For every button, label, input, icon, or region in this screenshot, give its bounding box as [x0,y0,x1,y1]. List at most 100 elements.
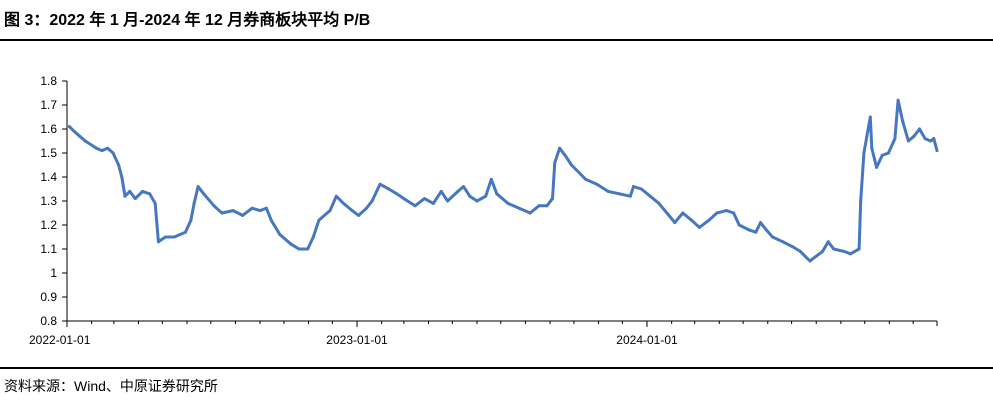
data-point [673,221,677,225]
data-point [250,206,254,210]
data-point [100,149,104,153]
data-point [935,149,939,153]
data-point [842,249,846,253]
data-point [350,209,354,213]
data-point [311,235,315,239]
data-point [764,228,768,232]
data-point [484,194,488,198]
data-point [628,194,632,198]
data-point [172,235,176,239]
y-tick-label: 1.4 [40,170,57,184]
data-point [551,197,554,201]
x-tick-label: 2024-01-01 [616,333,678,347]
data-point [117,163,121,167]
data-point [370,199,374,203]
y-tick-label: 1.3 [40,194,57,208]
data-point [183,230,187,234]
data-point [545,204,549,208]
data-point [932,137,936,141]
data-point [306,247,310,251]
x-tick-label: 2022-01-01 [29,333,91,347]
series-layer [67,98,939,263]
series-line [67,98,939,263]
data-point [862,151,866,155]
data-point [106,146,109,150]
data-point [715,211,719,215]
data-point [754,230,758,234]
data-point [558,146,562,150]
data-point [857,247,861,251]
data-point [617,192,621,196]
data-point [563,153,567,157]
data-point [737,223,741,227]
data-point [446,199,450,203]
data-point [475,199,479,203]
data-point [798,249,802,253]
data-point [859,199,863,203]
data-point [896,98,900,102]
data-point [141,189,144,193]
data-point [870,146,874,150]
y-tick-label: 1.5 [40,146,57,160]
data-point [78,134,82,138]
data-point [639,187,643,191]
data-point [297,247,301,251]
data-point [439,189,443,193]
data-point [111,151,115,155]
data-point [258,209,262,213]
data-point [875,165,879,169]
data-point [202,192,206,196]
data-point [189,218,193,222]
data-point [67,125,71,129]
data-point [456,189,460,193]
data-point [264,206,268,210]
data-point [759,221,763,225]
data-point [648,194,652,198]
data-point [196,185,200,189]
data-point [378,182,382,186]
figure-title: 图 3：2022 年 1 月-2024 年 12 月券商板块平均 P/B [4,12,371,29]
source-note: 资料来源：Wind、中原证券研究所 [4,378,218,394]
data-point [120,175,124,179]
data-point [826,240,830,244]
data-point [342,201,345,205]
y-tick-label: 1.7 [40,98,57,112]
top-divider [0,39,993,41]
data-point [468,194,472,198]
data-point [220,211,224,215]
data-point [322,213,326,217]
data-point [606,189,610,193]
data-point [747,228,751,232]
data-point [781,240,785,244]
data-point [732,211,736,215]
data-point [164,235,167,239]
data-point [83,139,87,143]
y-tick-label: 1.1 [40,242,57,256]
data-point [462,185,465,189]
y-tick-label: 1 [50,266,57,280]
data-point [725,209,728,213]
data-point [94,146,98,150]
data-point [584,177,588,181]
data-point [832,247,836,251]
data-point [901,120,905,124]
data-point [906,139,910,143]
data-point [123,194,127,198]
data-point [880,153,884,157]
data-point [387,187,391,191]
data-point [808,259,812,263]
data-point [887,151,890,155]
data-point [431,201,435,205]
data-point [334,194,338,198]
data-point [289,242,293,246]
data-point [278,233,282,237]
y-tick-label: 1.8 [40,74,57,88]
data-point [790,245,794,249]
data-point [192,201,196,205]
data-point [72,129,76,133]
data-point [506,201,510,205]
data-point [771,235,774,239]
bottom-divider [0,367,993,369]
data-point [489,177,493,181]
